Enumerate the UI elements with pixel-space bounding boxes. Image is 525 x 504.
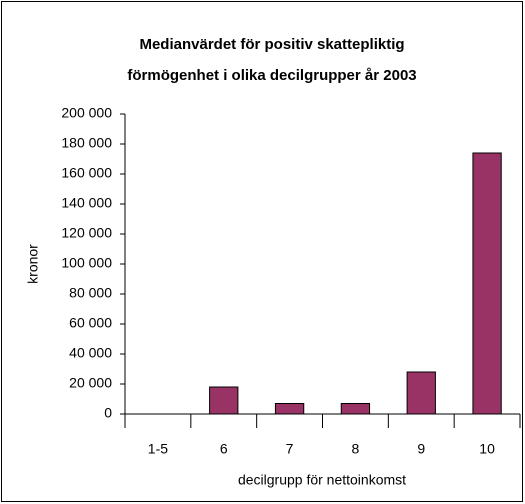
y-tick-label: 120 000 xyxy=(61,225,112,241)
y-tick-label: 0 xyxy=(104,405,112,421)
y-tick-label: 80 000 xyxy=(69,285,112,301)
x-tick-label: 8 xyxy=(352,441,360,457)
bar xyxy=(340,403,371,415)
x-tick-label: 9 xyxy=(417,441,425,457)
y-tick-label: 60 000 xyxy=(69,315,112,331)
bar xyxy=(472,152,502,415)
y-tick-label: 160 000 xyxy=(61,165,112,181)
y-tick-label: 200 000 xyxy=(61,105,112,121)
y-tick-label: 100 000 xyxy=(61,255,112,271)
chart-title: Medianvärdet för positiv skattepliktig xyxy=(139,36,404,53)
y-tick-label: 40 000 xyxy=(69,345,112,361)
bar xyxy=(274,403,305,415)
x-tick-label: 10 xyxy=(479,441,495,457)
y-tick-label: 140 000 xyxy=(61,195,112,211)
chart-title: förmögenhet i olika decilgrupper år 2003 xyxy=(127,67,416,84)
x-tick-label: 6 xyxy=(220,441,228,457)
bar xyxy=(406,371,436,415)
x-axis-label: decilgrupp för nettoinkomst xyxy=(238,472,406,488)
y-axis-label: kronor xyxy=(25,244,41,284)
y-tick-label: 20 000 xyxy=(69,375,112,391)
bar xyxy=(209,386,239,415)
x-tick-label: 1-5 xyxy=(148,441,168,457)
x-tick-label: 7 xyxy=(286,441,294,457)
y-tick-label: 180 000 xyxy=(61,135,112,151)
